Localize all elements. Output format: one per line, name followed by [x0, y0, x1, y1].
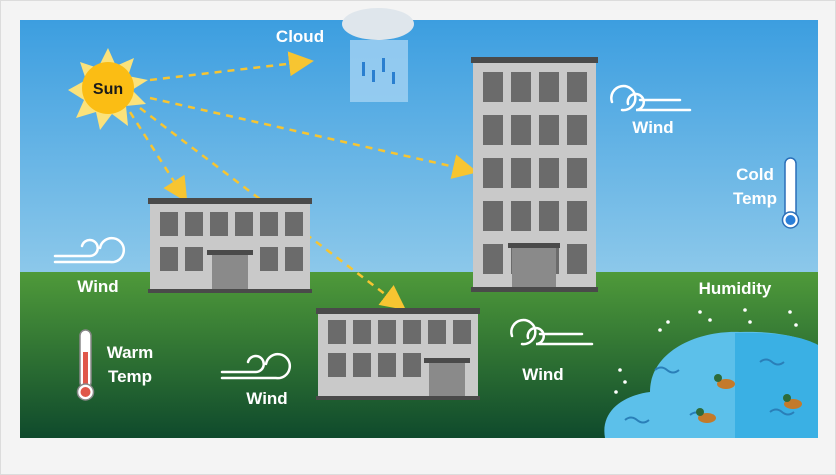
window	[210, 212, 228, 236]
window	[160, 247, 178, 271]
cloud	[342, 8, 414, 102]
cloud-label: Cloud	[276, 27, 324, 46]
window	[483, 115, 503, 145]
window	[185, 212, 203, 236]
window	[511, 201, 531, 231]
bottom-building	[316, 308, 480, 400]
window	[378, 320, 396, 344]
window	[567, 72, 587, 102]
window	[235, 212, 253, 236]
window	[353, 320, 371, 344]
window	[511, 115, 531, 145]
wind-label: Wind	[246, 389, 287, 408]
window	[328, 320, 346, 344]
sun-label: Sun	[93, 81, 123, 98]
window	[567, 158, 587, 188]
cold-temp-label: Temp	[733, 189, 777, 208]
scene: Cloud Sun	[0, 0, 836, 475]
wind-label: Wind	[522, 365, 563, 384]
window	[353, 353, 371, 377]
window	[539, 201, 559, 231]
window	[160, 212, 178, 236]
window	[185, 247, 203, 271]
window	[567, 115, 587, 145]
window	[428, 320, 446, 344]
window	[403, 320, 421, 344]
warm-temp-label: Temp	[108, 367, 152, 386]
window	[285, 212, 303, 236]
window	[453, 320, 471, 344]
window	[539, 72, 559, 102]
window	[378, 353, 396, 377]
window	[260, 212, 278, 236]
window	[511, 72, 531, 102]
cold-thermometer	[783, 158, 799, 228]
cold-temp-label: Cold	[736, 165, 774, 184]
warm-temp-label: Warm	[107, 343, 154, 362]
window	[328, 353, 346, 377]
tall-building	[471, 57, 598, 292]
window	[567, 201, 587, 231]
humidity-label: Humidity	[699, 279, 772, 298]
wind-label: Wind	[77, 277, 118, 296]
window	[483, 244, 503, 274]
warm-thermometer	[78, 330, 94, 400]
window	[511, 158, 531, 188]
window	[483, 201, 503, 231]
window	[285, 247, 303, 271]
window	[260, 247, 278, 271]
window	[483, 158, 503, 188]
window	[567, 244, 587, 274]
wind-label: Wind	[632, 118, 673, 137]
window	[483, 72, 503, 102]
sky	[20, 20, 818, 272]
window	[539, 115, 559, 145]
left-building	[148, 198, 312, 293]
window	[403, 353, 421, 377]
window	[539, 158, 559, 188]
